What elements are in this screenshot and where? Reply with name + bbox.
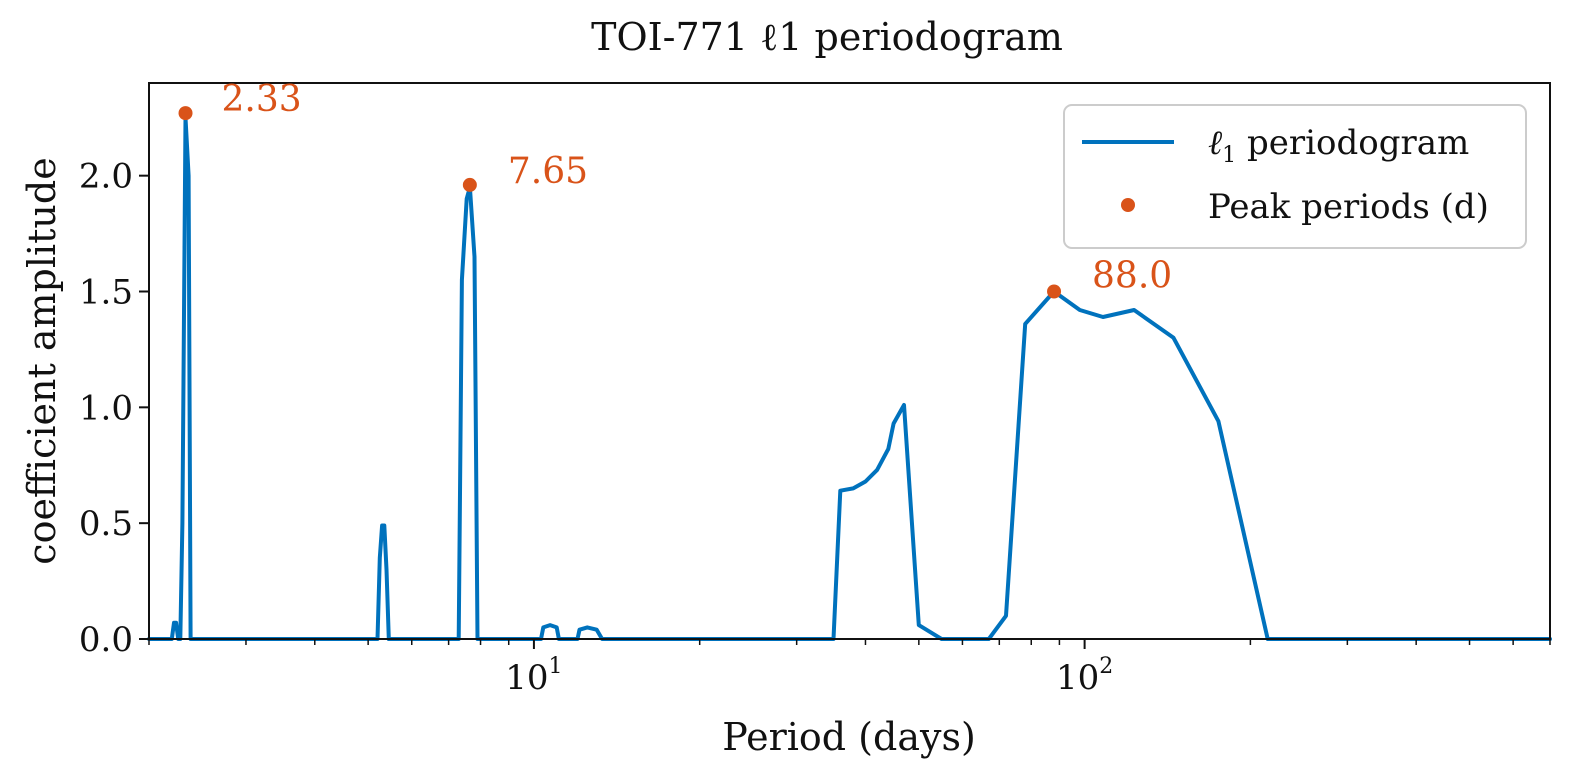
legend-label-periodogram: ℓ1 periodogram (1208, 123, 1469, 168)
y-tick-label: 0.5 (79, 504, 133, 544)
legend-label-rest: periodogram (1236, 123, 1469, 163)
legend-box (1063, 104, 1527, 249)
x-tick-label: 102 (1056, 654, 1113, 698)
legend: ℓ1 periodogram Peak periods (d) (1063, 104, 1527, 249)
peak-marker (178, 106, 193, 121)
x-axis-ticks: 101 102 (148, 639, 1551, 698)
y-tick-label: 0.0 (79, 620, 133, 660)
x-tick-label: 101 (505, 654, 562, 698)
chart-title: TOI-771 ℓ1 periodogram (591, 15, 1063, 59)
y-tick-label: 1.0 (79, 388, 133, 428)
legend-label-peaks: Peak periods (d) (1208, 187, 1489, 227)
axes-frame (148, 82, 1551, 640)
x-axis-label: Period (days) (722, 715, 976, 759)
legend-dot-swatch (1121, 198, 1135, 212)
peak-label: 2.33 (222, 79, 302, 120)
peak-label: 7.65 (508, 151, 588, 192)
peak-marker (462, 177, 477, 192)
y-tick-label: 1.5 (79, 273, 133, 313)
peak-marker (1047, 284, 1062, 299)
y-axis-label: coefficient amplitude (20, 157, 64, 564)
y-axis-ticks: 0.0 0.5 1.0 1.5 2.0 (79, 157, 149, 660)
y-tick-label: 2.0 (79, 157, 133, 197)
legend-ell-symbol: ℓ (1208, 123, 1222, 163)
legend-ell-subscript: 1 (1222, 143, 1236, 168)
peak-markers: 2.33 7.65 88.0 (178, 79, 1172, 299)
peak-label: 88.0 (1092, 256, 1172, 297)
